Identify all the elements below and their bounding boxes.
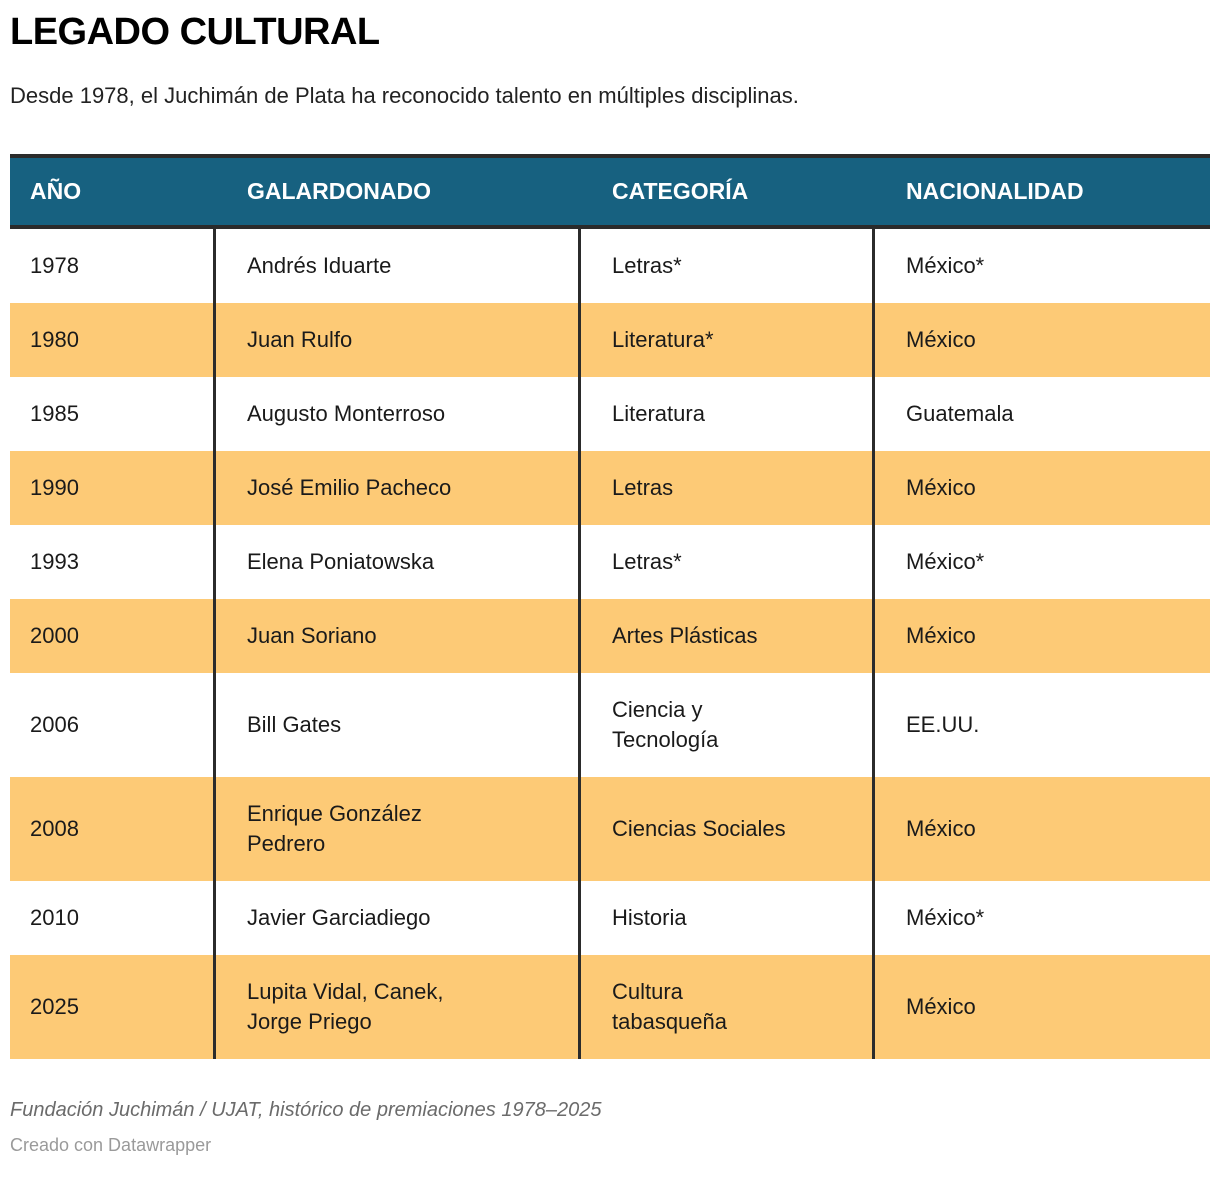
cell-nacionalidad: México* — [872, 524, 1210, 599]
cell-categoria: Literatura* — [578, 302, 872, 377]
awards-table: AÑO GALARDONADO CATEGORÍA NACIONALIDAD 1… — [10, 153, 1210, 1059]
cell-categoria: Ciencias Sociales — [578, 776, 872, 881]
cell-year: 2000 — [30, 622, 79, 648]
cell-year: 2025 — [30, 993, 79, 1019]
cell-nacionalidad: México — [872, 302, 1210, 377]
cell-year: 1985 — [30, 400, 79, 426]
cell-categoria: Ciencia y Tecnología — [578, 672, 872, 777]
page-subtitle: Desde 1978, el Juchimán de Plata ha reco… — [10, 82, 799, 108]
cell-year: 1993 — [30, 548, 79, 574]
cell-categoria: Artes Plásticas — [578, 598, 872, 673]
cell-year: 2008 — [30, 815, 79, 841]
table-row: 1993 Elena Poniatowska Letras* México* — [10, 524, 1210, 599]
cell-galardonado: Juan Rulfo — [213, 302, 578, 377]
cell-categoria: Letras — [578, 450, 872, 525]
cell-year: 2010 — [30, 904, 79, 930]
column-header-galardonado: GALARDONADO — [247, 178, 431, 205]
cell-nacionalidad: México — [872, 450, 1210, 525]
cell-nacionalidad: Guatemala — [872, 376, 1210, 451]
cell-galardonado: Bill Gates — [213, 672, 578, 777]
cell-categoria: Literatura — [578, 376, 872, 451]
cell-nacionalidad: EE.UU. — [872, 672, 1210, 777]
cell-galardonado: Javier Garciadiego — [213, 880, 578, 955]
cell-categoria: Cultura tabasqueña — [578, 954, 872, 1059]
cell-galardonado: Juan Soriano — [213, 598, 578, 673]
page-title: LEGADO CULTURAL — [10, 11, 380, 53]
column-header-categoria: CATEGORÍA — [612, 178, 749, 205]
cell-nacionalidad: México* — [872, 880, 1210, 955]
cell-year: 2006 — [30, 711, 79, 737]
cell-categoria: Historia — [578, 880, 872, 955]
cell-galardonado: José Emilio Pacheco — [213, 450, 578, 525]
column-header-nacionalidad: NACIONALIDAD — [906, 178, 1084, 205]
cell-nacionalidad: México — [872, 776, 1210, 881]
cell-nacionalidad: México — [872, 954, 1210, 1059]
cell-year: 1978 — [30, 252, 79, 278]
cell-galardonado: Elena Poniatowska — [213, 524, 578, 599]
table-row: 1985 Augusto Monterroso Literatura Guate… — [10, 376, 1210, 451]
cell-categoria: Letras* — [578, 524, 872, 599]
cell-nacionalidad: México* — [872, 228, 1210, 303]
cell-year: 1980 — [30, 326, 79, 352]
cell-galardonado: Andrés Iduarte — [213, 228, 578, 303]
cell-nacionalidad: México — [872, 598, 1210, 673]
table-row: 2008 Enrique González Pedrero Ciencias S… — [10, 776, 1210, 881]
cell-galardonado: Enrique González Pedrero — [213, 776, 578, 881]
table-header-row: AÑO GALARDONADO CATEGORÍA NACIONALIDAD — [10, 157, 1210, 229]
table-row: 2006 Bill Gates Ciencia y Tecnología EE.… — [10, 672, 1210, 777]
attribution-note: Creado con Datawrapper — [10, 1134, 212, 1155]
cell-galardonado: Lupita Vidal, Canek, Jorge Priego — [213, 954, 578, 1059]
table-row: 2025 Lupita Vidal, Canek, Jorge Priego C… — [10, 954, 1210, 1059]
cell-year: 1990 — [30, 474, 79, 500]
table-row: 1980 Juan Rulfo Literatura* México — [10, 302, 1210, 377]
source-note: Fundación Juchimán / UJAT, histórico de … — [10, 1098, 602, 1121]
cell-categoria: Letras* — [578, 228, 872, 303]
column-header-year: AÑO — [30, 178, 82, 205]
table-row: 2000 Juan Soriano Artes Plásticas México — [10, 598, 1210, 673]
table-row: 2010 Javier Garciadiego Historia México* — [10, 880, 1210, 955]
table-row: 1978 Andrés Iduarte Letras* México* — [10, 228, 1210, 303]
cell-galardonado: Augusto Monterroso — [213, 376, 578, 451]
table-row: 1990 José Emilio Pacheco Letras México — [10, 450, 1210, 525]
